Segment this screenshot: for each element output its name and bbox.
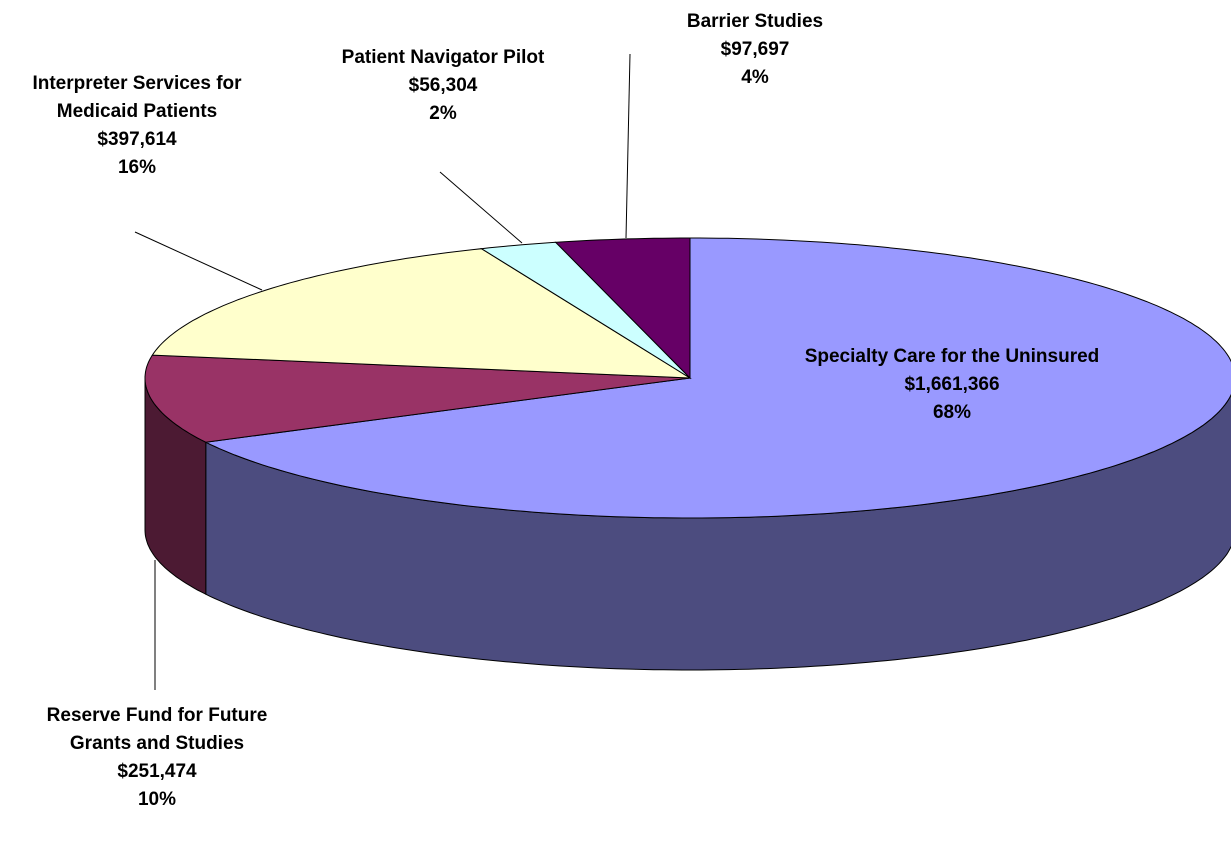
slice-label: Specialty Care for the Uninsured $1,661,3… (802, 343, 1102, 427)
leader-line (439, 171, 523, 244)
slice-label: Interpreter Services for Medicaid Patien… (0, 70, 277, 182)
slice-label: Patient Navigator Pilot $56,304 2% (293, 44, 593, 128)
label-amount: $97,697 (720, 39, 790, 60)
label-name: Patient Navigator Pilot (341, 47, 545, 68)
leader-line (134, 231, 263, 291)
slices (144, 237, 1231, 671)
leader-line (625, 53, 631, 239)
label-percent: 4% (741, 67, 769, 88)
label-name: Specialty Care for the Uninsured (804, 346, 1100, 367)
label-name: Barrier Studies (686, 11, 824, 32)
slice (151, 248, 692, 379)
label-percent: 16% (117, 157, 157, 178)
label-percent: 68% (932, 402, 972, 423)
slice (204, 237, 1231, 519)
label-amount: $251,474 (117, 761, 197, 782)
label-name: Interpreter Services for Medicaid Patien… (32, 73, 242, 122)
slice (480, 241, 691, 379)
slice (144, 354, 691, 443)
label-name: Reserve Fund for Future Grants and Studi… (46, 705, 268, 754)
slice (554, 237, 691, 380)
leader-lines (134, 53, 631, 690)
label-amount: $56,304 (408, 75, 478, 96)
label-percent: 2% (429, 103, 457, 124)
label-amount: $1,661,366 (904, 374, 1000, 395)
slice-label: Barrier Studies $97,697 4% (635, 8, 875, 92)
label-percent: 10% (137, 789, 177, 810)
label-amount: $397,614 (97, 129, 177, 150)
slice-label: Reserve Fund for Future Grants and Studi… (37, 702, 277, 814)
